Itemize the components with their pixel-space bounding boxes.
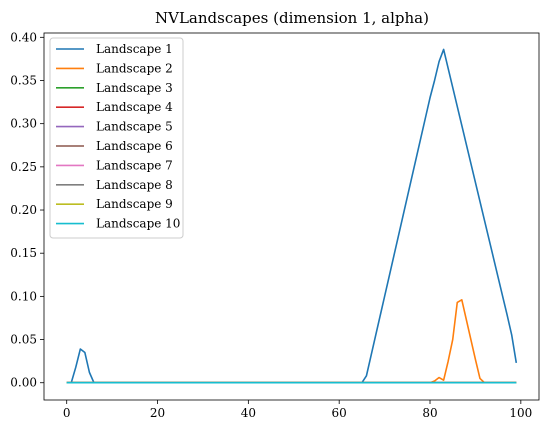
y-tick-label: 0.25 xyxy=(10,160,37,174)
y-tick-label: 0.00 xyxy=(10,376,37,390)
x-tick-label: 0 xyxy=(63,406,71,420)
x-tick-label: 80 xyxy=(422,406,437,420)
legend-label-7: Landscape 7 xyxy=(96,158,173,172)
legend-label-2: Landscape 2 xyxy=(96,61,173,75)
legend-label-1: Landscape 1 xyxy=(96,42,173,56)
y-tick-label: 0.30 xyxy=(10,117,37,131)
legend-label-10: Landscape 10 xyxy=(96,217,180,231)
legend-label-6: Landscape 6 xyxy=(96,139,173,153)
x-tick-label: 40 xyxy=(241,406,256,420)
x-tick-label: 20 xyxy=(150,406,165,420)
y-tick-label: 0.20 xyxy=(10,203,37,217)
legend-label-5: Landscape 5 xyxy=(96,120,173,134)
legend-label-8: Landscape 8 xyxy=(96,178,173,192)
y-tick-label: 0.10 xyxy=(10,289,37,303)
x-tick-label: 100 xyxy=(509,406,532,420)
axis-ticks: 0 20 40 60 80 100 0.00 0.05 0.10 0.15 0.20 0.25 0.30… xyxy=(10,30,532,420)
y-tick-label: 0.35 xyxy=(10,73,37,87)
plot-frame xyxy=(43,32,540,401)
legend-label-3: Landscape 3 xyxy=(96,81,173,95)
legend-label-9: Landscape 9 xyxy=(96,197,173,211)
y-tick-label: 0.05 xyxy=(10,333,37,347)
y-tick-label: 0.40 xyxy=(10,30,37,44)
x-tick-label: 60 xyxy=(332,406,347,420)
legend: Landscape 1 Landscape 2 Landscape 3 Landsca… xyxy=(49,37,184,239)
series-line-2 xyxy=(66,299,517,384)
legend-label-4: Landscape 4 xyxy=(96,100,173,114)
plot-area xyxy=(66,48,518,384)
chart-title: NVLandscapes (dimension 1, alpha) xyxy=(155,9,429,27)
y-tick-label: 0.15 xyxy=(10,246,37,260)
